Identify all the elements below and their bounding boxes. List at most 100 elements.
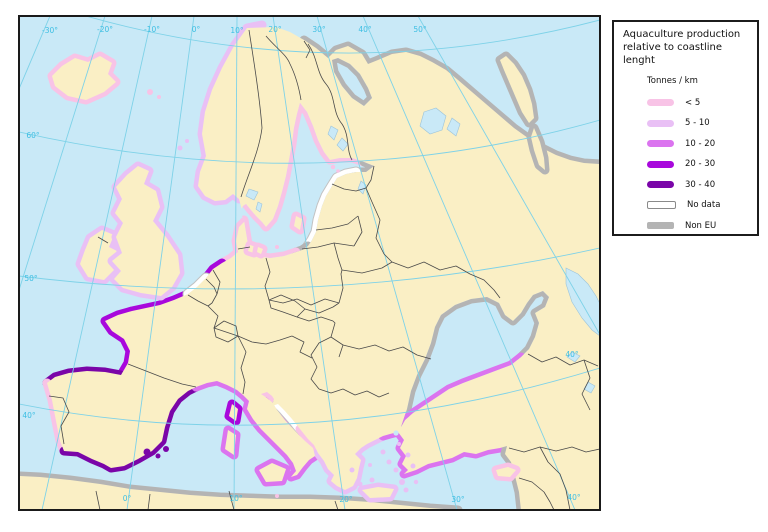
graticule-label-top-1: -20° [97, 25, 113, 34]
coastline-band-whitesea [332, 58, 372, 106]
graticule-labels: -30° -20° -10° 0° 10° 20° 30° 40° 50° 0° 10° 20° 30°… [22, 25, 581, 504]
island-ireland [80, 230, 119, 280]
graticule-label-top-6: 30° [312, 25, 326, 34]
legend-swatch-2 [647, 140, 674, 148]
island-greek-12 [413, 479, 419, 485]
graticule-label-bottom-2: 20° [339, 495, 353, 504]
island-aland-1 [330, 164, 336, 170]
island-novaya-zemlya-north [500, 56, 534, 123]
land-north-africa [20, 476, 444, 509]
graticule-label-left-2: 40° [22, 411, 36, 420]
legend-row-5: No data [614, 195, 757, 216]
graticule-label-top-3: 0° [192, 25, 201, 34]
island-shetland-2 [185, 139, 189, 143]
legend-swatch-5 [647, 201, 676, 210]
coastline-band-estonia-latvia [303, 167, 361, 251]
legend-swatch-0 [647, 99, 674, 107]
legend-row-0: < 5 [614, 93, 757, 114]
island-funen [257, 247, 263, 254]
island-greek-11 [403, 487, 409, 493]
island-greek-4 [380, 449, 386, 455]
lake-onega [446, 117, 461, 137]
lake-vanern [245, 188, 259, 201]
island-greek-10 [410, 463, 416, 469]
graticule-label-top-0: -30° [42, 26, 58, 35]
island-novaya-zemlya-south [531, 128, 545, 170]
coastline-band-blacksea-noneu [401, 291, 549, 427]
island-corsica [229, 404, 238, 421]
legend-row-2: 10 - 20 [614, 134, 757, 155]
graticule-label-top-7: 40° [358, 25, 372, 34]
legend-row-6: Non EU [614, 216, 757, 237]
land-mainland-europe [47, 27, 599, 509]
legend-row-1: 5 - 10 [614, 113, 757, 134]
graticule-label-bottom-0: 0° [123, 494, 132, 503]
lake-ladoga [419, 107, 447, 135]
island-great-britain [112, 166, 180, 296]
island-bornholm [275, 245, 279, 249]
sea-of-marmara [393, 430, 399, 436]
island-sardinia [225, 430, 236, 455]
country-borders [48, 29, 599, 509]
island-greek-13 [368, 463, 372, 467]
legend-swatch-3 [647, 160, 674, 168]
lake-finland-2 [336, 137, 349, 152]
legend-row-4: 30 - 40 [614, 175, 757, 196]
graticule-lines [20, 17, 599, 509]
legend-row-3: 20 - 30 [614, 154, 757, 175]
graticule-label-bottom-3: 30° [451, 495, 465, 504]
island-cyprus [496, 467, 516, 477]
island-faroe-2 [157, 95, 161, 99]
legend-label-2: 10 - 20 [685, 138, 716, 149]
graticule-label-right-0: 40° [565, 350, 579, 359]
island-greek-7 [399, 479, 405, 485]
legend-title: Aquaculture production relative to coast… [623, 29, 741, 67]
legend-swatch-4 [647, 181, 674, 189]
island-gotland [294, 216, 302, 230]
island-malta [275, 494, 279, 498]
island-greek-9 [397, 442, 401, 446]
island-iceland [52, 56, 116, 100]
legend-label-5: No data [687, 200, 721, 211]
legend-unit-label: Tonnes / km [647, 75, 698, 86]
white-sea-bands [332, 58, 372, 106]
white-sea [332, 58, 372, 106]
island-greek-1 [349, 467, 355, 473]
legend-label-4: 30 - 40 [685, 179, 716, 190]
island-crete [362, 487, 394, 498]
legend-label-6: Non EU [685, 220, 717, 231]
islands-layer [47, 51, 550, 503]
island-balearic-3 [163, 446, 169, 452]
island-shetland-1 [177, 145, 183, 151]
island-faroe-1 [147, 89, 153, 95]
lake-van [566, 351, 581, 363]
graticule-label-bottom-4: 40° [567, 493, 581, 502]
graticule-label-bottom-1: 10° [229, 494, 243, 503]
legend-swatch-6 [647, 222, 674, 230]
island-greek-3 [369, 477, 375, 483]
map-frame [18, 15, 601, 511]
island-greek-6 [393, 467, 399, 473]
island-balearic-2 [155, 453, 161, 459]
land-layer [20, 27, 599, 509]
graticule-label-left-1: 50° [24, 274, 38, 283]
island-greek-8 [405, 452, 411, 458]
legend-label-0: < 5 [685, 97, 701, 108]
legend: Aquaculture production relative to coast… [612, 20, 759, 236]
lake-vattern [255, 201, 263, 213]
island-sicily [259, 463, 286, 482]
legend-swatch-1 [647, 119, 674, 127]
graticule-label-top-4: 10° [230, 26, 244, 35]
graticule-label-top-2: -10° [144, 25, 160, 34]
island-aland-2 [336, 169, 340, 173]
graticule-label-top-8: 50° [413, 25, 427, 34]
graticule-label-top-5: 20° [268, 25, 282, 34]
island-greek-5 [386, 459, 392, 465]
island-greek-2 [357, 481, 363, 487]
legend-label-3: 20 - 30 [685, 159, 716, 170]
legend-label-1: 5 - 10 [685, 118, 710, 129]
lake-finland-1 [327, 125, 339, 141]
legend-rows: < 5 5 - 10 10 - 20 20 - 30 30 - 40 No data Non… [614, 93, 757, 237]
graticule-label-left-0: 60° [26, 131, 40, 140]
